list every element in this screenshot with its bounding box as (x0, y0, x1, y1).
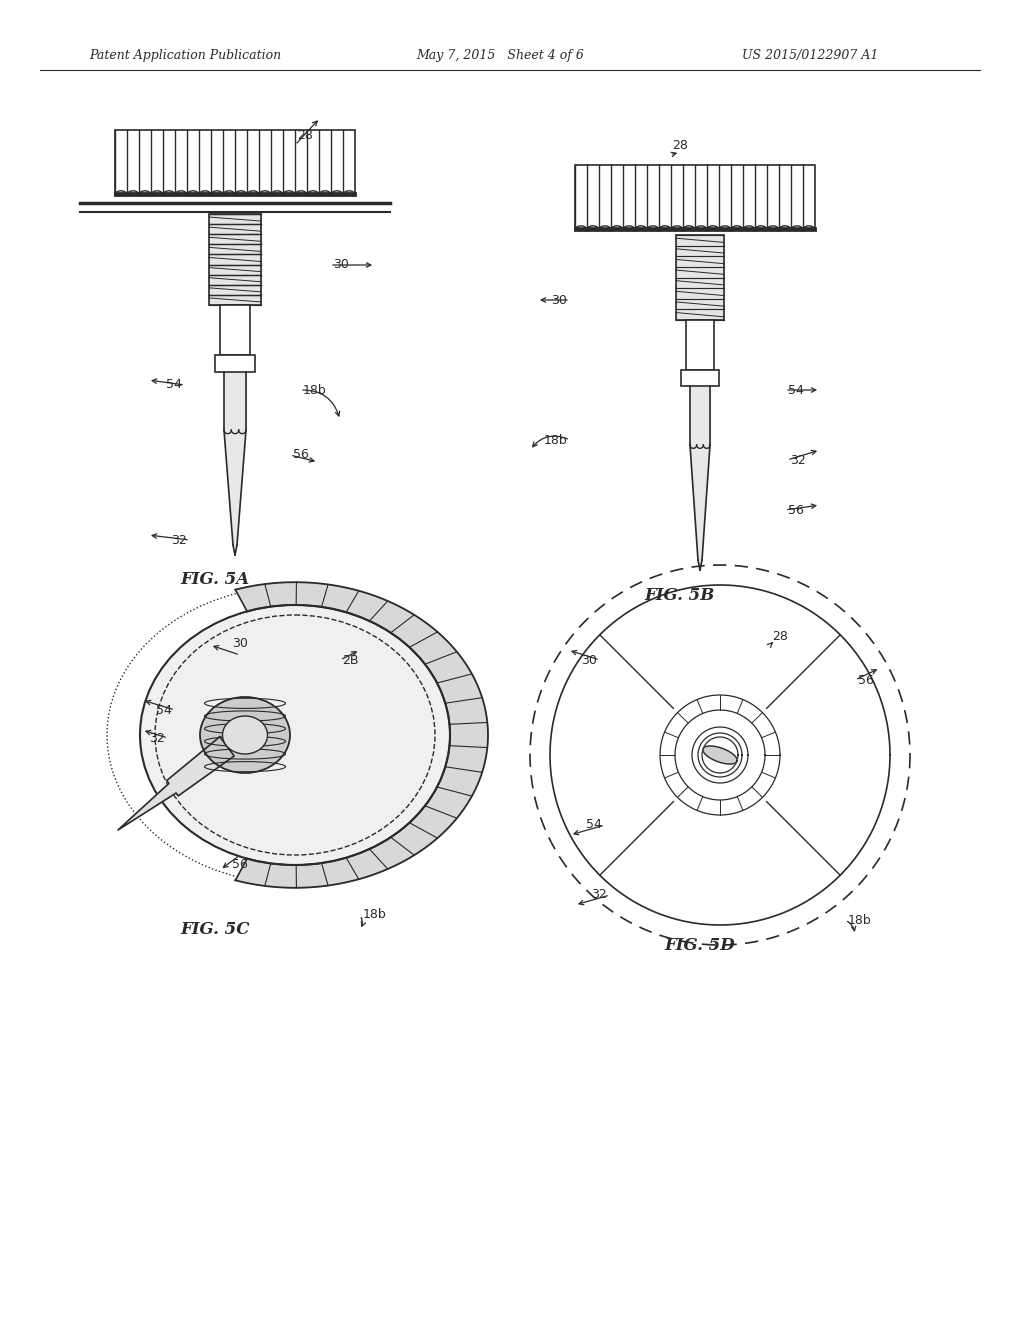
Polygon shape (702, 746, 737, 764)
Polygon shape (689, 445, 709, 570)
Text: 30: 30 (550, 293, 567, 306)
Polygon shape (224, 372, 246, 430)
Text: 54: 54 (586, 818, 601, 832)
Ellipse shape (200, 697, 289, 774)
Text: 30: 30 (581, 653, 596, 667)
Text: 30: 30 (232, 638, 248, 649)
Bar (686, 319, 713, 370)
Text: 2B: 2B (341, 653, 358, 667)
Text: 28: 28 (771, 630, 787, 643)
Text: 18b: 18b (847, 913, 871, 927)
Bar (220, 305, 250, 355)
Text: 56: 56 (857, 673, 873, 686)
Text: 54: 54 (166, 379, 181, 392)
Text: 32: 32 (149, 731, 165, 744)
Bar (575, 165, 814, 230)
Text: 28: 28 (297, 129, 313, 143)
Text: 32: 32 (591, 888, 606, 902)
Bar (209, 214, 261, 305)
Text: 56: 56 (232, 858, 248, 871)
Text: 32: 32 (171, 533, 186, 546)
Text: 56: 56 (292, 449, 309, 462)
Text: 18b: 18b (363, 908, 386, 921)
Text: 30: 30 (332, 259, 348, 272)
Polygon shape (689, 385, 709, 445)
Text: 54: 54 (156, 704, 172, 717)
Text: 28: 28 (672, 139, 687, 152)
Bar (215, 355, 255, 372)
Text: Patent Application Publication: Patent Application Publication (89, 49, 281, 62)
Text: 54: 54 (788, 384, 803, 396)
Text: May 7, 2015   Sheet 4 of 6: May 7, 2015 Sheet 4 of 6 (416, 49, 583, 62)
Text: 32: 32 (790, 454, 805, 466)
Text: FIG. 5B: FIG. 5B (644, 586, 714, 603)
Ellipse shape (140, 605, 449, 865)
Text: 56: 56 (788, 503, 803, 516)
Ellipse shape (222, 715, 267, 754)
Text: FIG. 5C: FIG. 5C (180, 921, 250, 939)
Text: FIG. 5A: FIG. 5A (180, 572, 250, 589)
Polygon shape (224, 430, 246, 554)
Text: FIG. 5D: FIG. 5D (664, 936, 735, 953)
Text: 18b: 18b (543, 433, 567, 446)
Polygon shape (235, 582, 487, 888)
Polygon shape (118, 737, 234, 830)
Bar (115, 129, 355, 195)
Bar (681, 370, 718, 385)
Text: 18b: 18b (303, 384, 326, 396)
Text: US 2015/0122907 A1: US 2015/0122907 A1 (741, 49, 877, 62)
Bar (676, 235, 723, 319)
